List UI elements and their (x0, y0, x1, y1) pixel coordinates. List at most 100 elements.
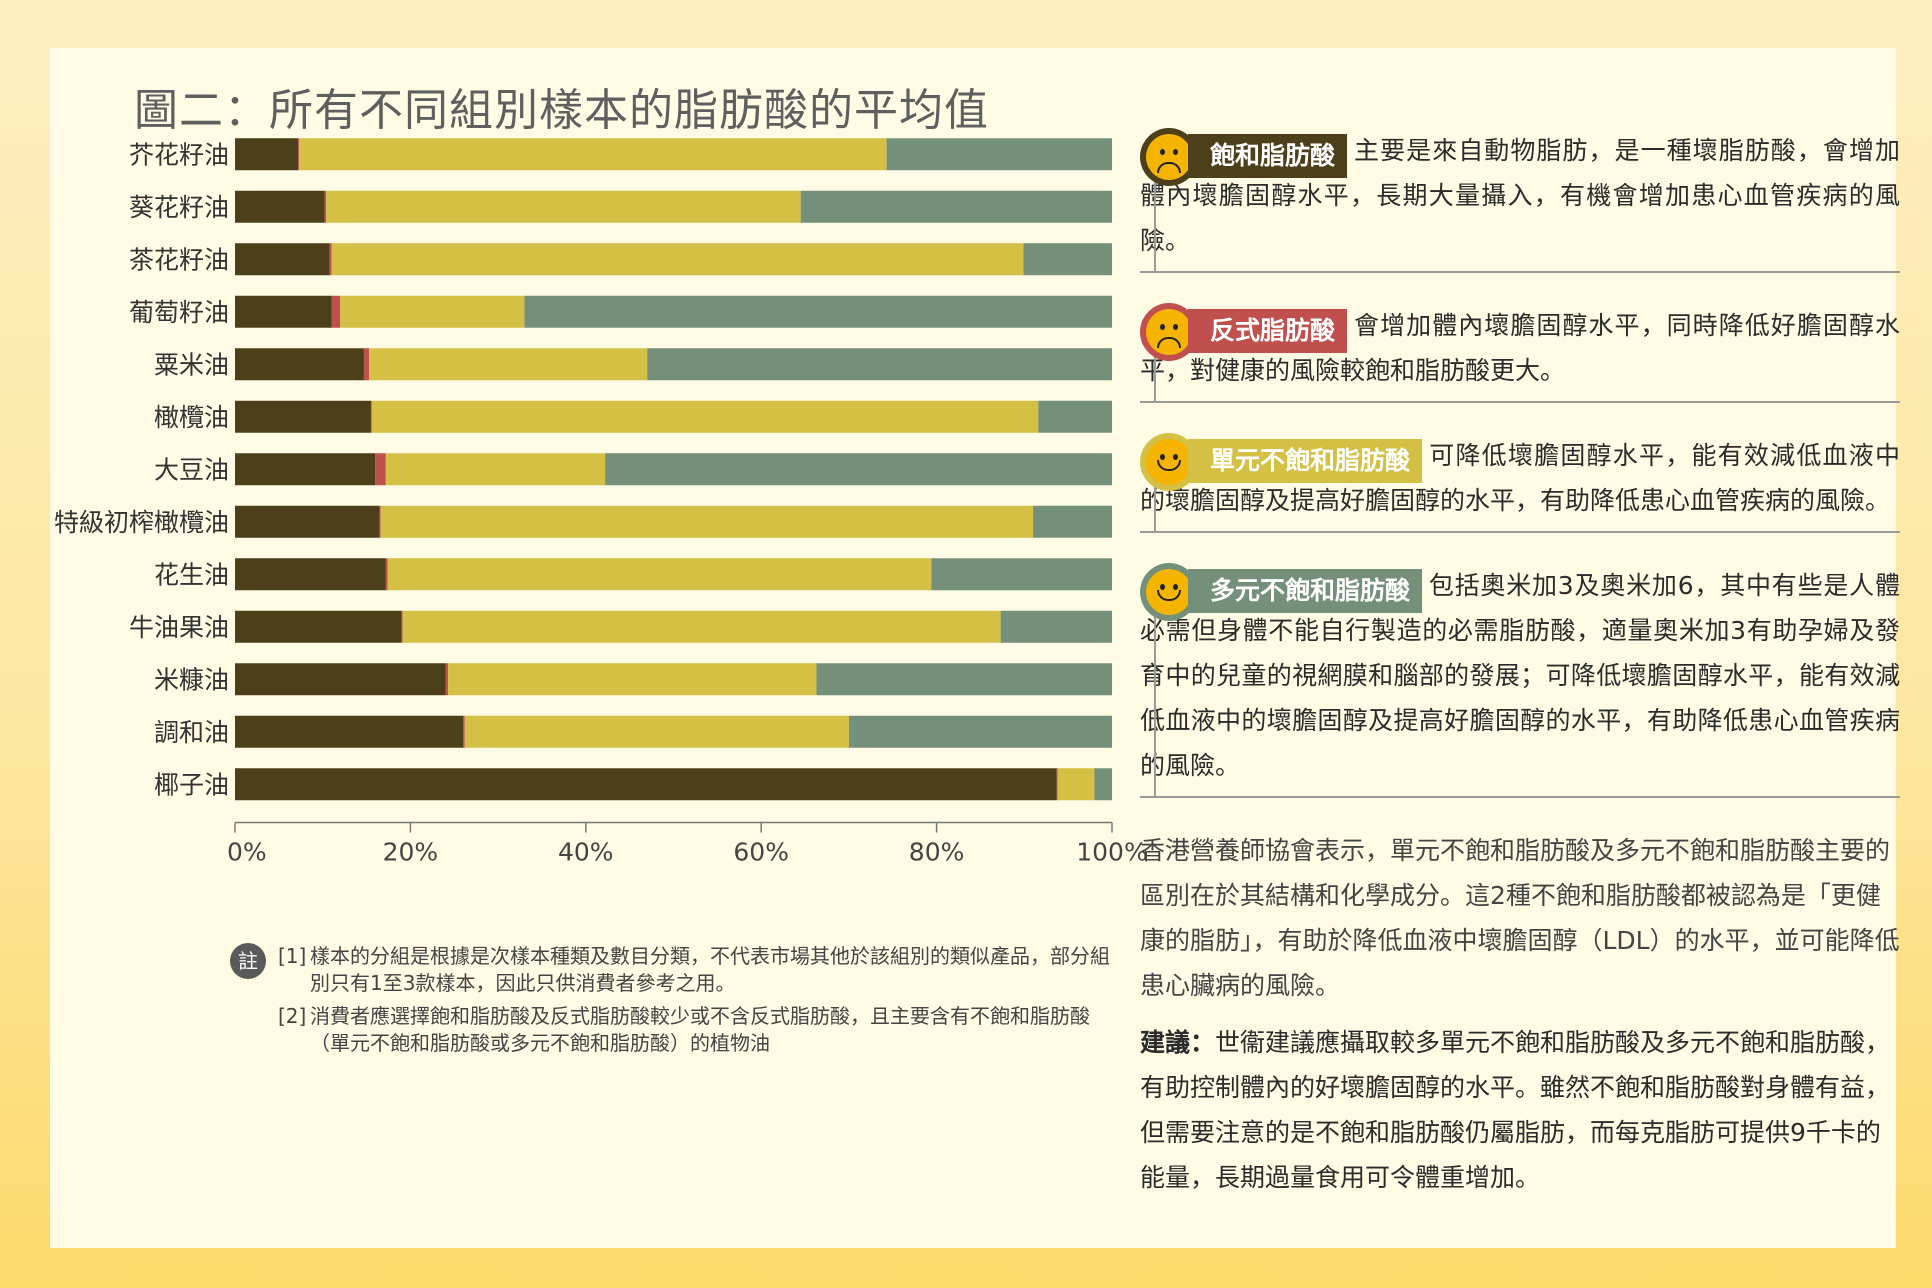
bar-segment (1023, 243, 1112, 276)
category-label: 芥花籽油 (129, 140, 229, 169)
bar-segment (235, 348, 364, 381)
category-label: 椰子油 (154, 770, 229, 799)
bar-segment (340, 295, 525, 328)
category-label: 米糠油 (154, 665, 229, 694)
bar-segment (235, 558, 386, 591)
bar-segment (931, 558, 1112, 591)
notes-section: 註 [1] 樣本的分組是根據是次樣本種類及數目分類，不代表市場其他於該組別的類似… (230, 943, 1110, 1063)
category-label: 橄欖油 (154, 403, 229, 432)
bar-segment (369, 348, 648, 381)
bar-segment (385, 558, 388, 591)
bar-segment (463, 715, 465, 748)
bar-segment (387, 558, 932, 591)
bar-segment (326, 190, 801, 223)
card-saturated: 飽和脂肪酸 主要是來自動物脂肪，是一種壞脂肪酸，會增加體內壞膽固醇水平，長期大量… (1140, 128, 1900, 273)
card-divider (1154, 349, 1156, 401)
bar-segment (375, 453, 386, 486)
bar-segment (235, 295, 332, 328)
bar-segment (235, 663, 446, 696)
card-text: 包括奧米加3及奧米加6，其中有些是人體必需但身體不能自行製造的必需脂肪酸，適量奧… (1140, 571, 1900, 780)
bar-segment (235, 400, 371, 433)
bar-segment (1033, 505, 1112, 538)
card-poly: 多元不飽和脂肪酸 包括奧米加3及奧米加6，其中有些是人體必需但身體不能自行製造的… (1140, 563, 1900, 798)
bar-segment (331, 243, 1024, 276)
advice: 建議：世衞建議應攝取較多單元不飽和脂肪酸及多元不飽和脂肪酸，有助控制體內的好壞膽… (1140, 1020, 1900, 1200)
bar-segment (363, 348, 370, 381)
bar-segment (235, 190, 325, 223)
dietitian-statement: 香港營養師協會表示，單元不飽和脂肪酸及多元不飽和脂肪酸主要的區別在於其結構和化學… (1140, 836, 1900, 1000)
bar-segment (886, 138, 1112, 171)
explanation-column: 飽和脂肪酸 主要是來自動物脂肪，是一種壞脂肪酸，會增加體內壞膽固醇水平，長期大量… (1140, 128, 1900, 1200)
tag-saturated: 飽和脂肪酸 (1188, 134, 1348, 178)
category-label: 特級初榨橄欖油 (54, 508, 229, 537)
bar-segment (324, 190, 327, 223)
bar-segment (379, 505, 381, 538)
bar-segment (445, 663, 449, 696)
category-label: 茶花籽油 (129, 245, 229, 274)
bar-segment (1056, 768, 1058, 801)
category-label: 調和油 (154, 718, 229, 747)
bar-segment (331, 295, 341, 328)
tag-poly: 多元不飽和脂肪酸 (1188, 569, 1423, 613)
bar-segment (235, 243, 330, 276)
bar-segment (401, 610, 403, 643)
card-text: 可降低壞膽固醇水平，能有效減低血液中的壞膽固醇及提高好膽固醇的水平，有助降低患心… (1140, 441, 1900, 515)
note-badge: 註 (230, 943, 266, 979)
category-label: 粟米油 (154, 350, 229, 379)
card-divider (1154, 479, 1156, 531)
chart-title: 圖二：所有不同組別樣本的脂肪酸的平均值 (134, 85, 989, 136)
bar-segment (380, 505, 1034, 538)
x-tick-label: 40% (558, 838, 614, 867)
bar-segment (1057, 768, 1095, 801)
bar-segment (235, 715, 464, 748)
bar-segment (816, 663, 1112, 696)
card-trans: 反式脂肪酸 會增加體內壞膽固醇水平，同時降低好膽固醇水平，對健康的風險較飽和脂肪… (1140, 303, 1900, 403)
bar-segment (235, 138, 299, 171)
bar-segment (448, 663, 817, 696)
bar-segment (385, 453, 606, 486)
bar-segment (370, 400, 372, 433)
advice-text: 世衞建議應攝取較多單元不飽和脂肪酸及多元不飽和脂肪酸，有助控制體內的好壞膽固醇的… (1140, 1028, 1891, 1192)
note-item: [1] 樣本的分組是根據是次樣本種類及數目分類，不代表市場其他於該組別的類似產品… (230, 943, 1110, 997)
bar-segment (464, 715, 849, 748)
bar-segment (235, 505, 380, 538)
bar-segment (235, 610, 402, 643)
x-tick-label: 80% (909, 838, 965, 867)
bar-segment (298, 138, 300, 171)
category-label: 葵花籽油 (129, 193, 229, 222)
note-number: [1] (278, 944, 307, 968)
note-text: 消費者應選擇飽和脂肪酸及反式脂肪酸較少或不含反式脂肪酸，且主要含有不飽和脂肪酸（… (310, 1004, 1090, 1055)
card-text: 主要是來自動物脂肪，是一種壞脂肪酸，會增加體內壞膽固醇水平，長期大量攝入，有機會… (1140, 136, 1900, 255)
category-label: 花生油 (154, 560, 229, 589)
category-label: 大豆油 (154, 455, 229, 484)
bar-segment (848, 715, 1112, 748)
bar-segment (647, 348, 1112, 381)
bar-segment (371, 400, 1039, 433)
category-label: 葡萄籽油 (129, 298, 229, 327)
stacked-bar-chart: 芥花籽油葵花籽油茶花籽油葡萄籽油粟米油橄欖油大豆油特級初榨橄欖油花生油牛油果油米… (54, 138, 1148, 867)
bar-segment (1094, 768, 1112, 801)
sad-face-icon (1140, 303, 1198, 361)
card-divider (1154, 174, 1156, 271)
tag-mono: 單元不飽和脂肪酸 (1188, 439, 1423, 483)
card-text: 會增加體內壞膽固醇水平，同時降低好膽固醇水平，對健康的風險較飽和脂肪酸更大。 (1140, 311, 1900, 385)
infographic-panel: 圖二：所有不同組別樣本的脂肪酸的平均值 芥花籽油葵花籽油茶花籽油葡萄籽油粟米油橄… (50, 48, 1900, 1248)
bar-segment (299, 138, 887, 171)
bar-segment (524, 295, 1112, 328)
tag-trans: 反式脂肪酸 (1188, 309, 1348, 353)
bar-segment (800, 190, 1112, 223)
note-number: [2] (278, 1004, 307, 1028)
bar-segment (329, 243, 332, 276)
x-tick-label: 20% (383, 838, 439, 867)
advice-label: 建議： (1140, 1028, 1216, 1057)
card-divider (1154, 609, 1156, 796)
bar-segment (235, 453, 376, 486)
bar-segment (605, 453, 1112, 486)
bar-segment (235, 768, 1057, 801)
category-label: 牛油果油 (129, 613, 229, 642)
bar-segment (1038, 400, 1112, 433)
bar-segment (1000, 610, 1112, 643)
bar-segment (402, 610, 1001, 643)
x-tick-label: 100% (1076, 838, 1147, 867)
note-item: [2] 消費者應選擇飽和脂肪酸及反式脂肪酸較少或不含反式脂肪酸，且主要含有不飽和… (230, 1003, 1110, 1057)
